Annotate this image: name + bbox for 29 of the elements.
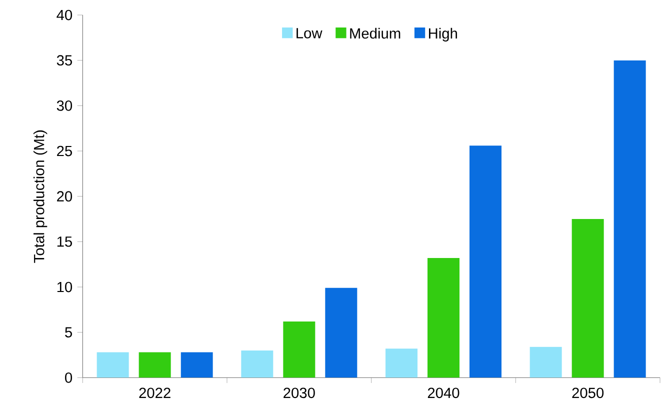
bar: [325, 288, 358, 378]
y-tick-label: 35: [56, 55, 72, 66]
bar: [572, 219, 604, 378]
legend-label: High: [428, 28, 457, 42]
bar: [96, 352, 129, 378]
legend-label: Medium: [350, 28, 400, 39]
legend-label: Low: [296, 28, 322, 38]
bar: [283, 321, 316, 378]
y-tick-label: 0: [65, 372, 72, 383]
bar: [180, 352, 213, 378]
y-tick-label: 5: [65, 327, 72, 338]
bar: [385, 348, 418, 378]
y-tick-label: 10: [57, 282, 72, 292]
y-axis-title: Total production (Mt): [33, 130, 48, 263]
bar: [530, 346, 562, 378]
y-tick-label: 15: [57, 236, 72, 247]
y-tick-label: 30: [56, 100, 72, 111]
x-tick-label: 2040: [428, 388, 460, 398]
x-tick-label: 2030: [284, 388, 315, 398]
y-tick-label: 40: [56, 10, 72, 20]
y-tick-label: 25: [57, 146, 72, 156]
x-tick-label: 2022: [139, 388, 170, 398]
bar: [138, 352, 171, 378]
bar: [614, 60, 646, 378]
bar: [469, 146, 502, 378]
x-tick-label: 2050: [572, 388, 604, 398]
bar: [427, 258, 460, 378]
y-tick-label: 20: [57, 191, 72, 202]
bar: [241, 350, 274, 378]
